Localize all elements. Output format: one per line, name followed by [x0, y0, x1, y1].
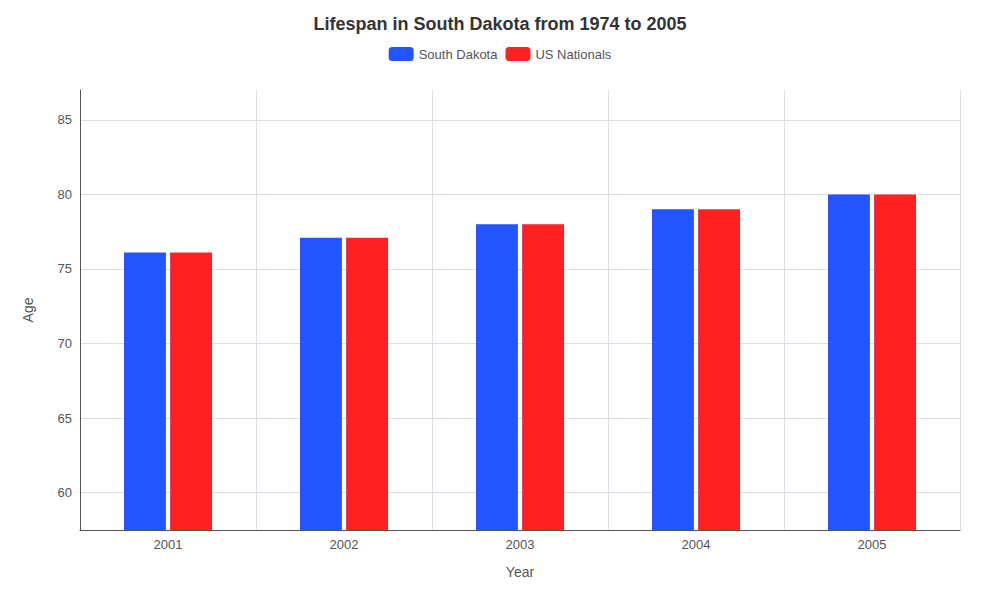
svg-text:2003: 2003: [506, 537, 535, 552]
svg-text:South Dakota: South Dakota: [419, 47, 499, 62]
svg-text:80: 80: [58, 187, 72, 202]
svg-text:60: 60: [58, 485, 72, 500]
svg-text:US Nationals: US Nationals: [535, 47, 611, 62]
svg-text:Lifespan in South Dakota from: Lifespan in South Dakota from 1974 to 20…: [313, 14, 686, 34]
svg-text:2005: 2005: [858, 537, 887, 552]
svg-text:2001: 2001: [154, 537, 183, 552]
svg-text:2002: 2002: [330, 537, 359, 552]
svg-text:65: 65: [58, 411, 72, 426]
svg-text:70: 70: [58, 336, 72, 351]
svg-text:Age: Age: [20, 297, 36, 322]
svg-text:2004: 2004: [682, 537, 711, 552]
svg-text:Year: Year: [506, 564, 535, 580]
svg-text:85: 85: [58, 112, 72, 127]
svg-text:75: 75: [58, 261, 72, 276]
